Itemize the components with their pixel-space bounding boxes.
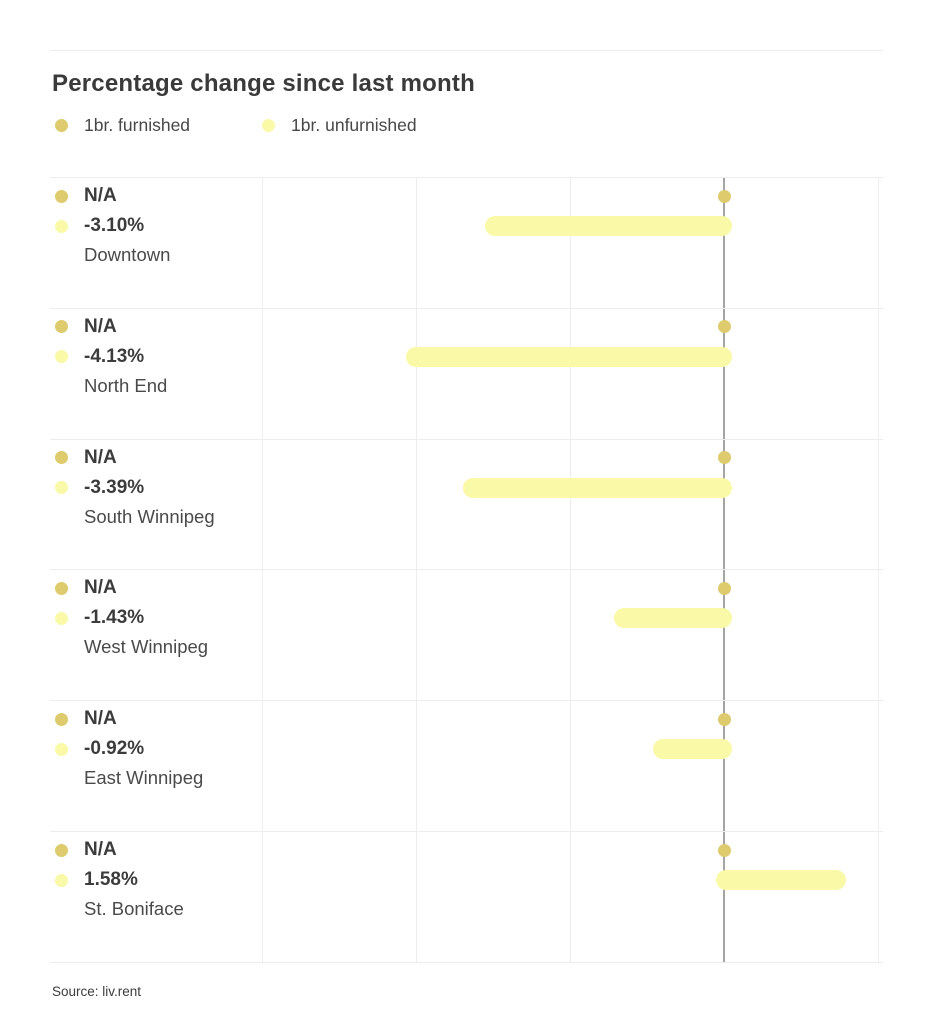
unfurnished-bar bbox=[716, 870, 846, 891]
unfurnished-bar bbox=[653, 739, 732, 760]
furnished-marker-dot bbox=[717, 581, 731, 595]
furnished-value-dot-icon bbox=[55, 320, 68, 334]
furnished-value: N/A bbox=[84, 839, 117, 861]
chart-row: N/A 1.58% St. Boniface bbox=[50, 832, 883, 963]
unfurnished-bar bbox=[405, 346, 732, 367]
unfurnished-value: -3.39% bbox=[84, 476, 145, 498]
furnished-value: N/A bbox=[84, 577, 117, 599]
legend-label: 1br. furnished bbox=[84, 114, 191, 135]
category-label: St. Boniface bbox=[84, 898, 184, 920]
unfurnished-value: -1.43% bbox=[84, 607, 145, 629]
furnished-value: N/A bbox=[84, 708, 117, 730]
furnished-value: N/A bbox=[84, 185, 117, 206]
legend: 1br. furnished 1br. unfurnished bbox=[55, 114, 417, 136]
unfurnished-bar bbox=[462, 477, 732, 498]
unfurnished-value-dot-icon bbox=[55, 219, 68, 233]
legend-dot-icon bbox=[55, 118, 68, 132]
furnished-value-dot-icon bbox=[55, 581, 68, 595]
unfurnished-value: -3.10% bbox=[84, 215, 145, 236]
furnished-value-dot-icon bbox=[55, 451, 68, 465]
unfurnished-value-dot-icon bbox=[55, 611, 68, 625]
unfurnished-value-dot-icon bbox=[55, 350, 68, 364]
furnished-marker-dot bbox=[717, 451, 731, 465]
category-label: North End bbox=[84, 374, 168, 396]
source-caption: Source: liv.rent bbox=[52, 984, 142, 999]
unfurnished-value-dot-icon bbox=[55, 873, 68, 887]
chart-row: N/A -0.92% East Winnipeg bbox=[50, 701, 883, 833]
chart-row: N/A -4.13% North End bbox=[50, 309, 883, 440]
category-label: Downtown bbox=[84, 244, 171, 265]
unfurnished-value: -0.92% bbox=[84, 738, 145, 760]
chart-title: Percentage change since last month bbox=[52, 70, 475, 97]
furnished-value-dot-icon bbox=[55, 712, 68, 726]
chart-area: N/A -3.10% Downtown N/A -4.13% North End N/A -3… bbox=[50, 177, 883, 963]
chart-rows: N/A -3.10% Downtown N/A -4.13% North End N/A -3… bbox=[50, 177, 883, 963]
furnished-marker-dot bbox=[717, 320, 731, 334]
category-label: West Winnipeg bbox=[84, 636, 209, 658]
furnished-value-dot-icon bbox=[55, 843, 68, 857]
furnished-marker-dot bbox=[717, 189, 731, 203]
furnished-marker-dot bbox=[717, 712, 731, 726]
unfurnished-bar bbox=[613, 608, 732, 629]
category-label: South Winnipeg bbox=[84, 505, 215, 527]
legend-item: 1br. furnished bbox=[55, 115, 190, 136]
top-divider bbox=[50, 50, 883, 51]
unfurnished-value-dot-icon bbox=[55, 742, 68, 756]
furnished-value: N/A bbox=[84, 446, 117, 468]
unfurnished-bar bbox=[485, 216, 732, 236]
chart-row: N/A -3.10% Downtown bbox=[50, 178, 883, 309]
legend-label: 1br. unfurnished bbox=[291, 114, 417, 135]
unfurnished-value: -4.13% bbox=[84, 345, 145, 367]
furnished-value-dot-icon bbox=[55, 189, 68, 203]
category-label: East Winnipeg bbox=[84, 767, 204, 789]
chart-row: N/A -3.39% South Winnipeg bbox=[50, 440, 883, 571]
chart-row: N/A -1.43% West Winnipeg bbox=[50, 570, 883, 702]
unfurnished-value-dot-icon bbox=[55, 481, 68, 495]
furnished-marker-dot bbox=[717, 843, 731, 857]
legend-item: 1br. unfurnished bbox=[262, 115, 417, 136]
legend-dot-icon bbox=[262, 118, 276, 132]
furnished-value: N/A bbox=[84, 315, 117, 337]
unfurnished-value: 1.58% bbox=[84, 869, 138, 891]
